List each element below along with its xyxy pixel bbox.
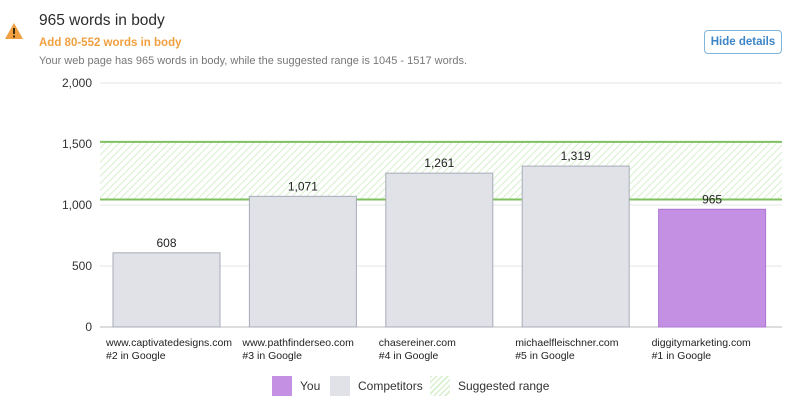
bar-value-label: 1,261: [424, 156, 454, 170]
y-tick-label: 500: [72, 259, 92, 273]
x-tick-label-domain: michaelfleischner.com: [515, 337, 619, 349]
legend-swatch-competitors: [330, 376, 350, 396]
x-tick-label-domain: chasereiner.com: [379, 337, 456, 349]
legend-label-suggested-range: Suggested range: [458, 379, 550, 393]
x-tick-label-rank: #5 in Google: [515, 350, 575, 362]
legend-swatch-suggested-range: [430, 376, 450, 396]
bar: [521, 165, 630, 328]
bar: [112, 252, 221, 328]
y-tick-label: 2,000: [62, 76, 92, 90]
legend-swatch-you: [272, 376, 292, 396]
legend-label-you: You: [300, 379, 321, 393]
x-tick-label-domain: diggitymarketing.com: [652, 337, 751, 349]
x-tick-label-domain: www.pathfinderseo.com: [241, 337, 354, 349]
bar-value-label: 608: [156, 236, 176, 250]
bar: [658, 208, 767, 328]
recommendation-text: Add 80-552 words in body: [39, 37, 182, 49]
y-tick-label: 1,000: [62, 198, 92, 212]
y-tick-label: 0: [85, 320, 92, 334]
page-title: 965 words in body: [39, 12, 165, 29]
legend-item-suggested-range: Suggested range: [430, 375, 549, 397]
x-tick-label-rank: #2 in Google: [106, 350, 166, 362]
bar-value-label: 1,319: [561, 149, 591, 163]
x-tick-label-domain: www.captivatedesigns.com: [105, 337, 232, 349]
bar-value-label: 965: [702, 192, 722, 206]
warning-icon: [5, 23, 23, 39]
x-tick-label-rank: #3 in Google: [242, 350, 302, 362]
x-tick-label-rank: #1 in Google: [652, 350, 712, 362]
legend-item-competitors: Competitors: [330, 375, 423, 397]
x-tick-label-rank: #4 in Google: [379, 350, 439, 362]
legend-item-you: You: [272, 375, 320, 397]
hide-details-button[interactable]: Hide details: [704, 30, 782, 54]
description-text: Your web page has 965 words in body, whi…: [39, 55, 468, 67]
word-count-chart: 0 500 1,000 1,500 2,000 608 www.captivatedesig…: [62, 76, 782, 362]
bar: [385, 172, 494, 328]
bar: [248, 195, 357, 328]
y-tick-label: 1,500: [62, 137, 92, 151]
legend-label-competitors: Competitors: [358, 379, 423, 393]
bar-value-label: 1,071: [288, 179, 318, 193]
